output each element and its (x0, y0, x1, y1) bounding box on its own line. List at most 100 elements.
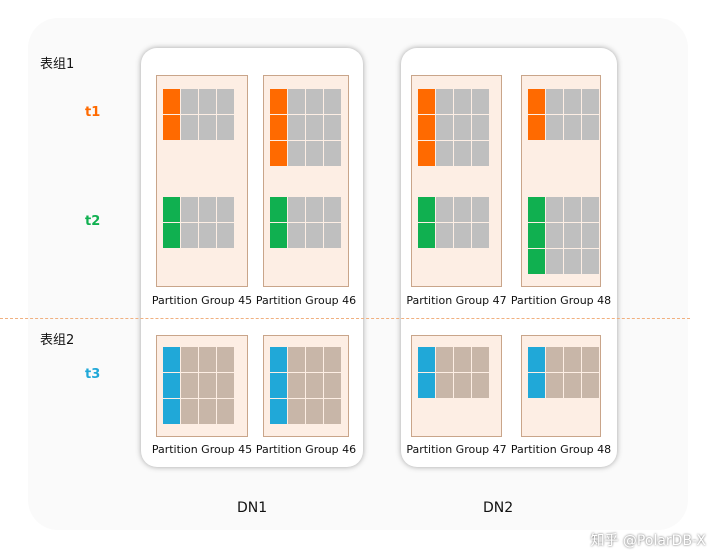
partition-cell (582, 197, 599, 222)
partition-cell (472, 347, 489, 372)
partition-cell (564, 197, 581, 222)
partition-cell (436, 223, 453, 248)
partition-cell-highlight (418, 347, 435, 372)
partition-cell-highlight (163, 373, 180, 398)
partition-cell (564, 249, 581, 274)
partition-cell (564, 373, 581, 398)
partition-cell-highlight (418, 115, 435, 140)
partition-cell (564, 223, 581, 248)
partition-cell (288, 89, 305, 114)
partition-cell-highlight (163, 89, 180, 114)
partition-cell (324, 115, 341, 140)
partition-cell (199, 115, 216, 140)
t3-partitions (270, 347, 341, 424)
partition-group-label: Partition Group 48 (510, 443, 612, 456)
partition-cell-highlight (528, 249, 545, 274)
partition-cell (546, 373, 563, 398)
partition-group-label: Partition Group 47 (406, 294, 507, 307)
partition-cell (454, 197, 471, 222)
t2-partitions (163, 197, 234, 248)
partition-group-label: Partition Group 45 (151, 294, 253, 307)
partition-cell-highlight (270, 373, 287, 398)
partition-cell (436, 141, 453, 166)
partition-cell-highlight (270, 399, 287, 424)
partition-cell-highlight (418, 141, 435, 166)
partition-cell (324, 89, 341, 114)
partition-cell (181, 373, 198, 398)
partition-cell (181, 223, 198, 248)
partition-cell-highlight (163, 347, 180, 372)
t2-partitions (418, 197, 489, 248)
partition-cell (306, 223, 323, 248)
partition-cell (564, 347, 581, 372)
partition-cell (582, 347, 599, 372)
partition-cell (199, 223, 216, 248)
partition-cell (288, 373, 305, 398)
partition-cell (436, 115, 453, 140)
partition-cell (454, 115, 471, 140)
partition-cell-highlight (418, 223, 435, 248)
partition-cell-highlight (528, 89, 545, 114)
t1-partitions (418, 89, 489, 166)
partition-cell (324, 223, 341, 248)
table-t3-label: t3 (85, 367, 101, 382)
partition-cell-highlight (418, 89, 435, 114)
partition-cell (454, 141, 471, 166)
partition-cell (306, 89, 323, 114)
partition-cell (217, 347, 234, 372)
t3-partitions (163, 347, 234, 424)
partition-cell (324, 347, 341, 372)
partition-cell (217, 89, 234, 114)
table-group-2-label: 表组2 (40, 333, 75, 348)
partition-cell (582, 89, 599, 114)
partition-cell (436, 89, 453, 114)
partition-cell (288, 141, 305, 166)
partition-cell-highlight (528, 223, 545, 248)
partition-cell (199, 347, 216, 372)
watermark: 知乎 @PolarDB-X (590, 533, 706, 549)
partition-cell (454, 373, 471, 398)
partition-group-label: Partition Group 48 (510, 294, 612, 307)
dn2-label: DN2 (483, 500, 514, 516)
partition-cell-highlight (528, 115, 545, 140)
partition-cell (472, 197, 489, 222)
partition-cell (546, 223, 563, 248)
t1-partitions (270, 89, 341, 166)
partition-cell (546, 115, 563, 140)
partition-cell (199, 197, 216, 222)
dn1-label: DN1 (237, 500, 268, 516)
partition-cell (564, 89, 581, 114)
partition-cell-highlight (528, 347, 545, 372)
partition-cell (199, 399, 216, 424)
table-group-1-label: 表组1 (40, 57, 75, 72)
partition-cell-highlight (163, 399, 180, 424)
partition-cell (181, 89, 198, 114)
partition-cell (199, 89, 216, 114)
partition-cell (288, 223, 305, 248)
partition-cell-highlight (270, 223, 287, 248)
partition-cell (564, 115, 581, 140)
partition-cell (472, 223, 489, 248)
partition-group-label: Partition Group 46 (255, 443, 357, 456)
partition-cell (472, 115, 489, 140)
partition-cell-highlight (270, 89, 287, 114)
partition-cell (181, 115, 198, 140)
partition-group-label: Partition Group 46 (255, 294, 357, 307)
partition-cell (217, 399, 234, 424)
partition-cell (472, 373, 489, 398)
t2-partitions (270, 197, 341, 248)
partition-cell (436, 197, 453, 222)
partition-cell (472, 141, 489, 166)
partition-cell (217, 197, 234, 222)
partition-cell (582, 115, 599, 140)
t1-partitions (163, 89, 234, 140)
partition-cell (582, 249, 599, 274)
partition-cell-highlight (163, 197, 180, 222)
partition-cell (306, 197, 323, 222)
partition-cell (217, 115, 234, 140)
partition-cell (324, 141, 341, 166)
partition-cell (472, 89, 489, 114)
partition-cell (582, 373, 599, 398)
partition-cell (306, 141, 323, 166)
partition-cell-highlight (270, 115, 287, 140)
